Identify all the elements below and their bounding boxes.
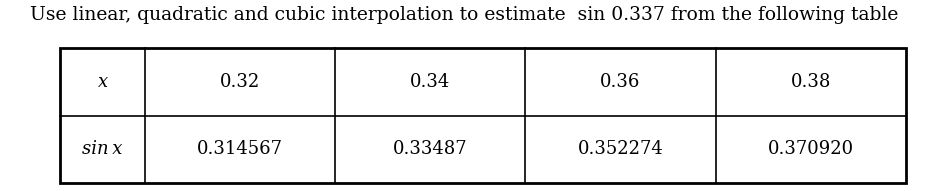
Text: 0.32: 0.32 [220,73,260,91]
Text: 0.314567: 0.314567 [197,140,283,159]
Text: 0.38: 0.38 [790,73,830,91]
Text: 0.352274: 0.352274 [577,140,663,159]
Text: 0.36: 0.36 [599,73,640,91]
Bar [60,48,905,183]
Text: 0.33487: 0.33487 [393,140,467,159]
Text: 0.34: 0.34 [409,73,450,91]
Text: sin x: sin x [83,140,122,159]
Text: 0.370920: 0.370920 [767,140,853,159]
Text: x: x [97,73,108,91]
Text: Use linear, quadratic and cubic interpolation to estimate  sin 0.337 from the fo: Use linear, quadratic and cubic interpol… [31,6,897,24]
